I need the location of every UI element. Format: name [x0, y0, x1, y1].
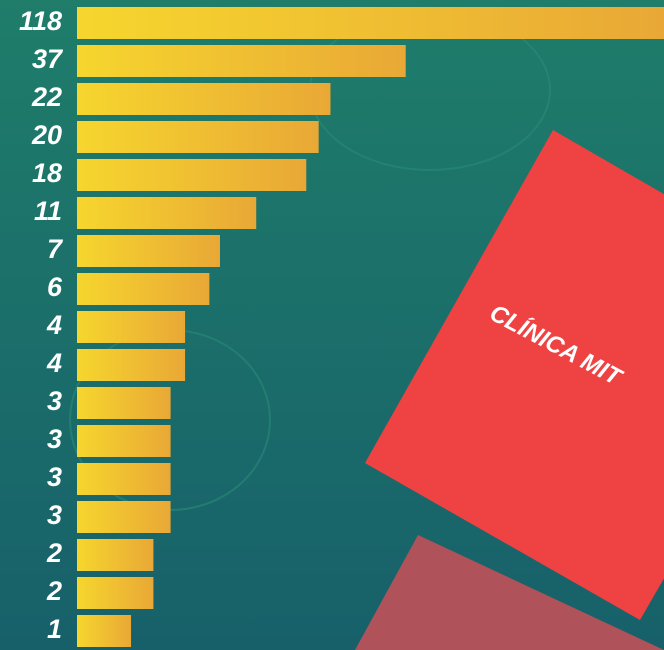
- value-label: 22: [31, 82, 62, 112]
- bar: [77, 121, 319, 153]
- value-label: 118: [19, 6, 62, 36]
- value-label: 3: [47, 462, 62, 492]
- bar: [77, 501, 171, 533]
- bar: [77, 539, 154, 571]
- bar: [77, 45, 406, 77]
- bar: [77, 311, 186, 343]
- value-label: 6: [47, 272, 63, 302]
- bar: [77, 7, 664, 39]
- value-label: 3: [47, 500, 62, 530]
- bar: [77, 463, 171, 495]
- bar: [77, 273, 210, 305]
- bar: [77, 197, 257, 229]
- value-label: 18: [32, 158, 62, 188]
- bar: [77, 83, 331, 115]
- value-label: 4: [46, 310, 62, 340]
- bar: [77, 349, 186, 381]
- bar: [77, 425, 171, 457]
- value-label: 11: [34, 196, 62, 226]
- bar: [77, 615, 132, 647]
- value-label: 3: [47, 386, 62, 416]
- value-label: 1: [47, 614, 62, 644]
- red-card: [365, 130, 664, 620]
- bar: [77, 235, 220, 267]
- bar: [77, 159, 307, 191]
- bar: [77, 387, 171, 419]
- value-label: 2: [46, 576, 62, 606]
- value-label: 20: [31, 120, 62, 150]
- value-label: 7: [47, 234, 64, 264]
- value-label: 3: [47, 424, 62, 454]
- red-card-shadow: [355, 535, 664, 650]
- value-label: 4: [46, 348, 62, 378]
- bar: [77, 577, 154, 609]
- value-label: 2: [46, 538, 62, 568]
- value-label: 37: [32, 44, 64, 74]
